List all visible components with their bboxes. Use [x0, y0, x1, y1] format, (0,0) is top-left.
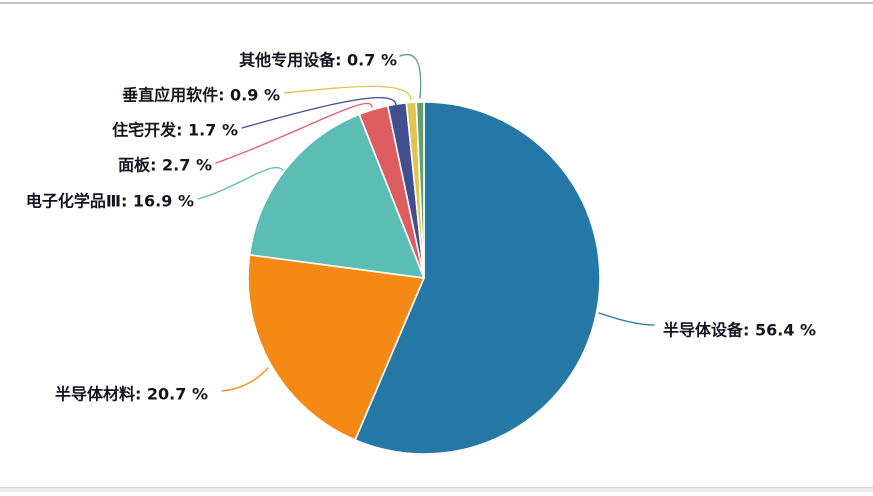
leader-line-3: [215, 102, 373, 164]
pie-slice-1: [247, 254, 425, 441]
leader-line-1: [221, 367, 269, 392]
pie-slice-6: [415, 101, 425, 279]
leader-line-0: [598, 312, 655, 326]
top-divider: [0, 2, 873, 4]
bottom-bar: [0, 487, 873, 492]
slice-label-2: 电子化学品Ⅲ: 16.9 %: [26, 192, 194, 211]
slice-label-6: 其他专用设备: 0.7 %: [239, 51, 397, 70]
slice-label-5: 垂直应用软件: 0.9 %: [122, 86, 280, 105]
pie-slice-2: [248, 113, 425, 279]
leader-line-6: [399, 54, 422, 99]
leader-line-2: [197, 166, 284, 200]
pie-slice-0: [354, 101, 601, 455]
leader-line-4: [241, 97, 397, 129]
slice-label-4: 住宅开发: 1.7 %: [112, 121, 238, 140]
slice-label-0: 半导体设备: 56.4 %: [663, 321, 816, 340]
slice-label-3: 面板: 2.7 %: [118, 156, 212, 175]
slice-label-1: 半导体材料: 20.7 %: [55, 385, 208, 404]
leader-line-5: [283, 85, 412, 101]
